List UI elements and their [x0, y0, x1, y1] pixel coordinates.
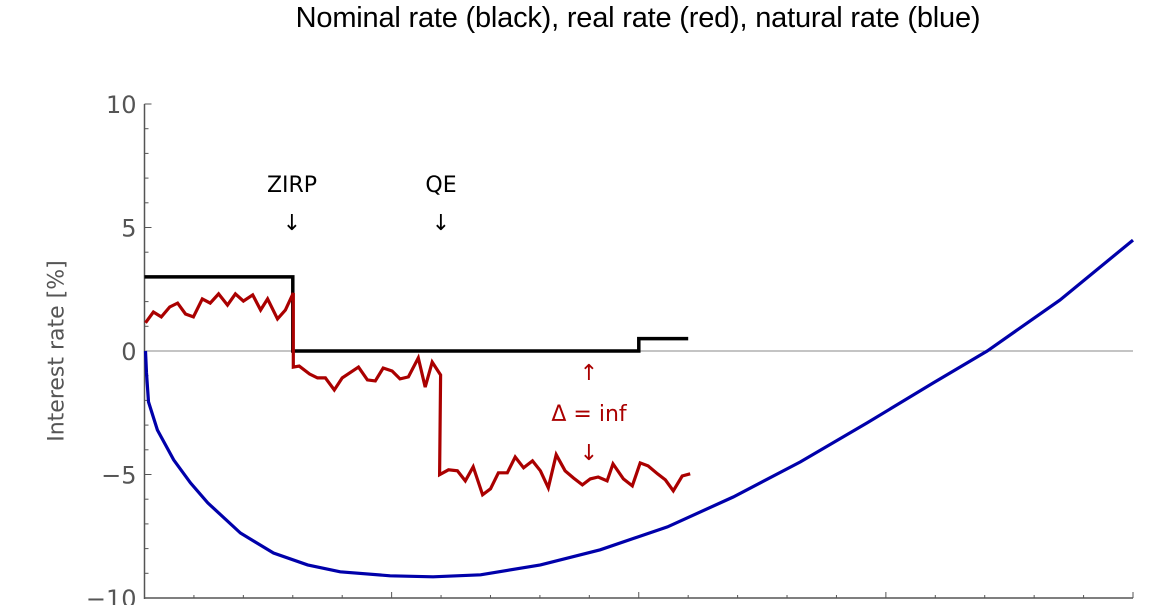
y-tick-label: −10 — [86, 585, 137, 605]
nominal-rate-line — [144, 275, 689, 353]
axes: −10 −5 0 5 10 — [86, 91, 1134, 605]
delta-down-arrow-icon: ↓ — [580, 441, 598, 466]
real-rate-line — [144, 291, 691, 498]
delta-label: Δ = inf — [551, 402, 628, 427]
natural-rate-line — [143, 238, 1135, 579]
y-tick-label: 10 — [106, 91, 137, 119]
y-tick-label: 0 — [121, 338, 136, 366]
chart-title: Nominal rate (black), real rate (red), n… — [295, 2, 981, 34]
qe-label: QE — [425, 173, 456, 198]
delta-up-arrow-icon: ↑ — [580, 361, 598, 386]
y-tick-label: 5 — [121, 215, 136, 243]
zirp-label: ZIRP — [267, 173, 317, 198]
y-tick-label: −5 — [101, 462, 136, 490]
series-group — [143, 238, 1135, 579]
qe-arrow-icon: ↓ — [432, 211, 450, 236]
zirp-arrow-icon: ↓ — [283, 211, 301, 236]
